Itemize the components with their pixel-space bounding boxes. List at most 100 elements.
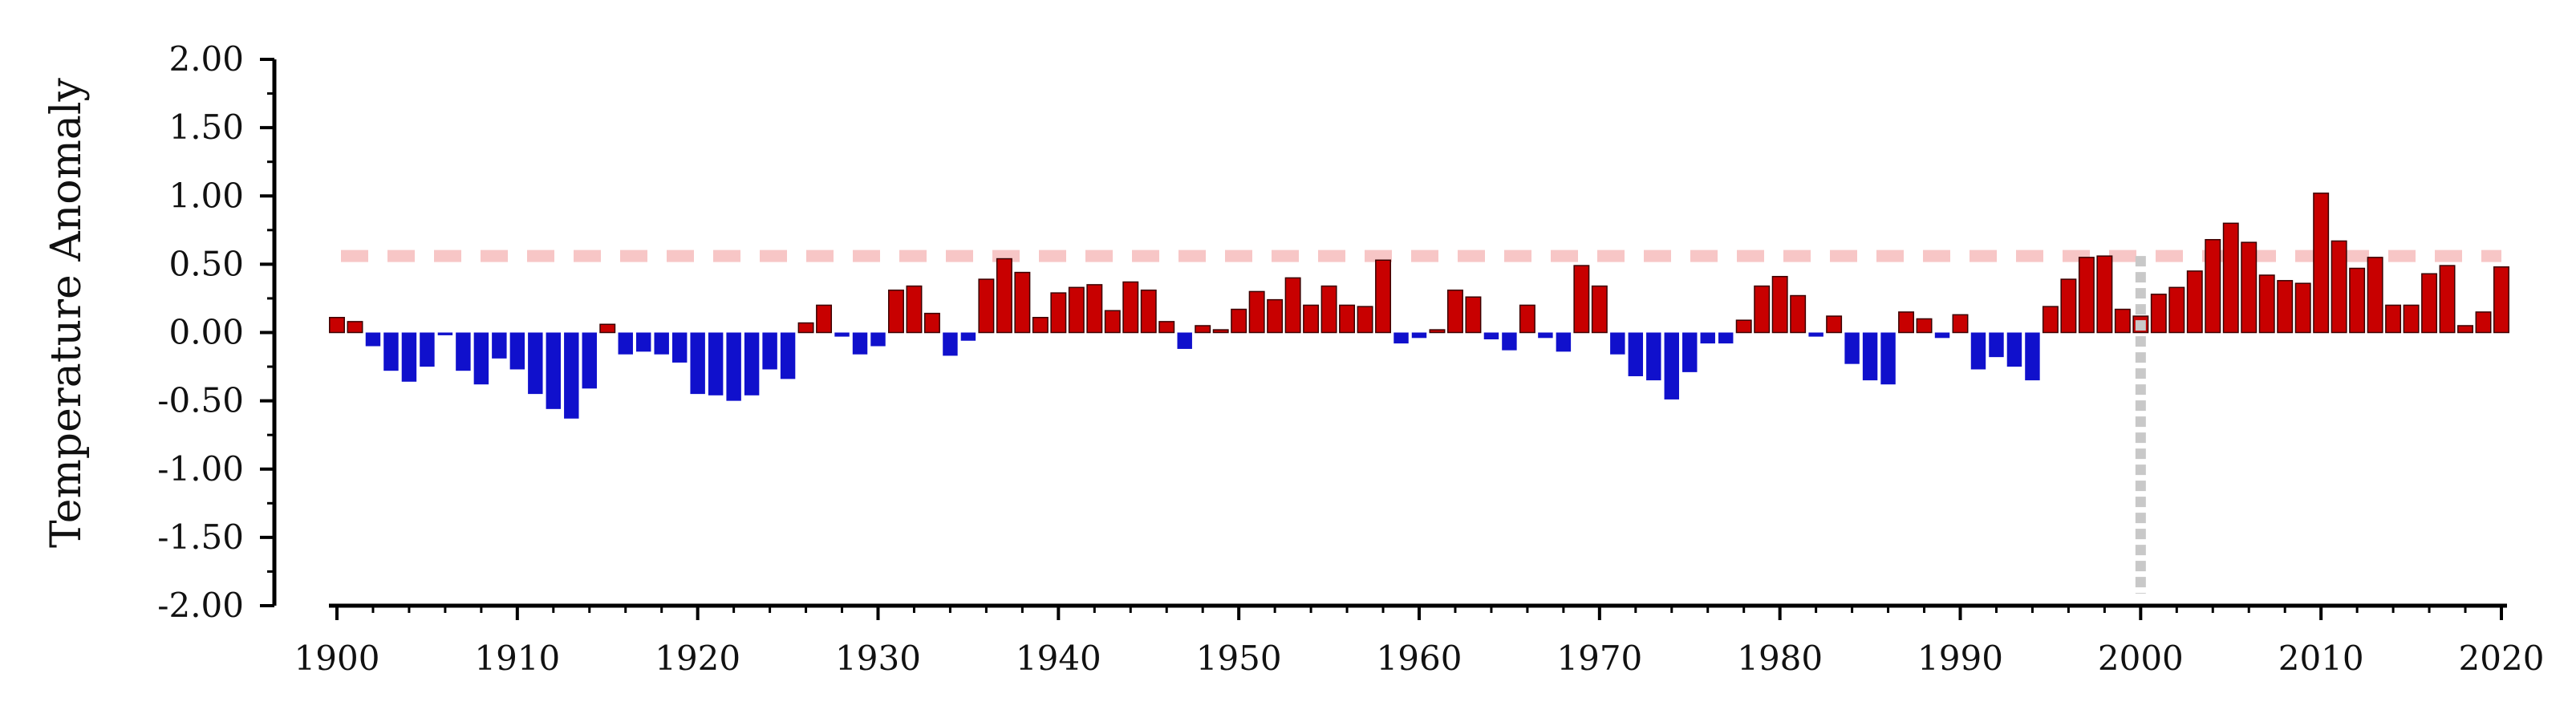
bar-1965 <box>1502 332 1517 351</box>
bar-1980 <box>1771 275 1788 334</box>
bar-1918 <box>654 332 669 355</box>
bar-1935 <box>960 332 976 341</box>
x-tick-label: 2000 <box>2098 639 2184 678</box>
bar-1974 <box>1664 332 1679 400</box>
bar-1930 <box>870 332 886 347</box>
bar-1902 <box>365 332 381 347</box>
bar-1917 <box>636 332 651 352</box>
x-tick-label: 1930 <box>835 639 921 678</box>
bar-1976 <box>1700 332 1715 344</box>
bar-1950 <box>1231 308 1247 334</box>
bar-2016 <box>2421 273 2438 334</box>
bar-1968 <box>1556 332 1572 352</box>
bar-1940 <box>1050 292 1067 334</box>
bar-1953 <box>1284 277 1301 334</box>
bar-1973 <box>1646 332 1661 381</box>
bar-1909 <box>492 332 507 359</box>
bar-1924 <box>762 332 777 370</box>
bar-1997 <box>2078 257 2095 334</box>
bar-1992 <box>1989 332 2004 358</box>
bar-2012 <box>2349 267 2366 334</box>
bar-1923 <box>744 332 760 395</box>
bar-1964 <box>1483 332 1499 340</box>
bar-1913 <box>564 332 579 419</box>
bar-1944 <box>1122 281 1139 334</box>
bar-1943 <box>1104 310 1121 334</box>
bar-1989 <box>1934 332 1950 339</box>
bar-1933 <box>923 312 940 334</box>
bar-1998 <box>2096 255 2113 334</box>
bar-1912 <box>546 332 562 409</box>
bar-1978 <box>1735 319 1752 334</box>
bar-2010 <box>2313 193 2330 334</box>
bar-1990 <box>1952 314 1969 334</box>
bar-1911 <box>528 332 543 395</box>
bar-2006 <box>2241 241 2258 334</box>
bar-1984 <box>1844 332 1860 364</box>
bar-1993 <box>2006 332 2022 367</box>
bar-1908 <box>473 332 489 385</box>
y-tick-label: 2.00 <box>168 39 244 79</box>
bar-1932 <box>906 285 923 334</box>
x-tick-label: 2020 <box>2459 639 2545 678</box>
x-tick-label: 1990 <box>1917 639 2003 678</box>
bar-1966 <box>1519 304 1535 334</box>
bar-2009 <box>2294 282 2311 334</box>
bar-1906 <box>437 332 453 335</box>
bar-1967 <box>1538 332 1553 339</box>
x-tick-label: 1900 <box>294 639 380 678</box>
y-tick-label: 1.50 <box>168 107 244 147</box>
bar-1999 <box>2114 308 2131 334</box>
bar-1961 <box>1429 329 1446 334</box>
bar-1981 <box>1790 294 1807 334</box>
bar-1903 <box>383 332 399 371</box>
x-tick-label: 1970 <box>1556 639 1642 678</box>
bar-1982 <box>1808 332 1823 337</box>
bar-1986 <box>1880 332 1896 385</box>
bar-1947 <box>1177 332 1192 349</box>
bar-2015 <box>2403 304 2420 334</box>
bar-1975 <box>1682 332 1698 372</box>
bar-1972 <box>1628 332 1644 376</box>
bar-1945 <box>1140 289 1157 334</box>
y-axis-title: Temperature Anomaly <box>43 77 91 547</box>
bar-1916 <box>618 332 633 355</box>
bar-1922 <box>726 332 741 401</box>
x-tick-label: 1960 <box>1377 639 1462 678</box>
bar-2014 <box>2385 304 2402 334</box>
y-tick-label: 1.00 <box>168 176 244 215</box>
bar-1979 <box>1754 285 1771 334</box>
bar-1907 <box>456 332 471 371</box>
bar-1936 <box>978 278 995 334</box>
bar-1970 <box>1591 285 1608 334</box>
bar-1939 <box>1032 317 1049 334</box>
bar-1959 <box>1393 332 1409 344</box>
bar-2002 <box>2168 286 2185 334</box>
x-tick-label: 1910 <box>474 639 560 678</box>
bar-1934 <box>943 332 958 356</box>
y-tick-label: 0.50 <box>168 244 244 283</box>
bar-1957 <box>1357 306 1373 334</box>
y-tick-label: -1.00 <box>157 449 244 489</box>
bar-2011 <box>2331 240 2347 334</box>
bar-1904 <box>401 332 417 382</box>
bar-1946 <box>1158 321 1175 334</box>
y-tick-label: -1.50 <box>157 517 244 557</box>
bar-2020 <box>2493 266 2509 334</box>
bar-1969 <box>1573 265 1590 334</box>
bar-1991 <box>1970 332 1986 370</box>
bar-2001 <box>2150 294 2167 334</box>
bar-1983 <box>1826 315 1843 334</box>
bar-1900 <box>329 317 345 334</box>
bar-1955 <box>1320 285 1337 334</box>
bar-1910 <box>509 332 525 370</box>
bar-1985 <box>1862 332 1878 381</box>
bar-1925 <box>780 332 796 379</box>
bar-1926 <box>797 322 814 334</box>
x-tick-label: 1950 <box>1196 639 1282 678</box>
bar-1954 <box>1303 304 1320 334</box>
bar-2007 <box>2258 274 2275 334</box>
bar-1942 <box>1086 284 1103 334</box>
